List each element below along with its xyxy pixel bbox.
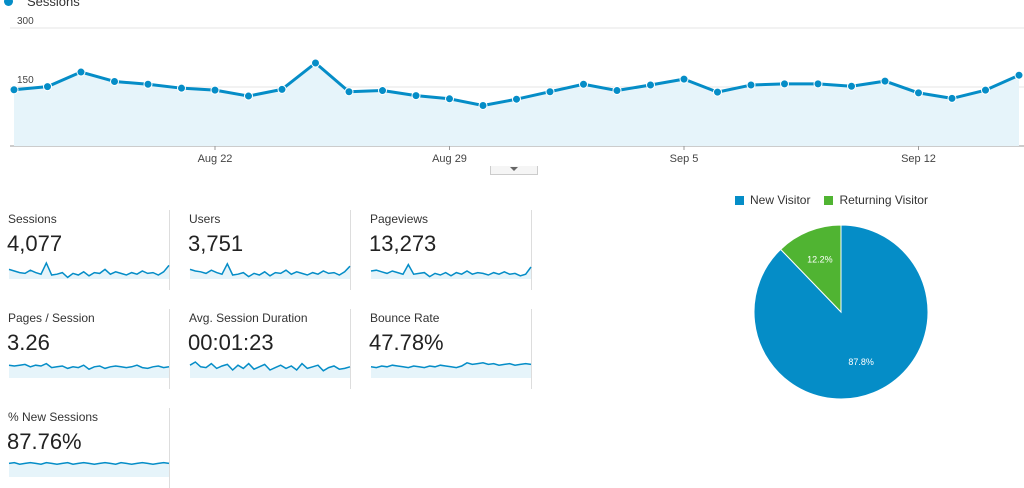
metric-label: Users [189, 212, 221, 226]
metric-value: 13,273 [369, 231, 437, 256]
pie-slice-label: 12.2% [807, 255, 833, 265]
returning-visitor-swatch [824, 195, 834, 205]
data-point[interactable] [813, 79, 823, 89]
sparkline-line [370, 263, 532, 278]
metric-value: 47.78% [369, 330, 444, 355]
metric-label: Sessions [8, 212, 57, 226]
sessions-legend[interactable]: Sessions [4, 0, 80, 9]
sessions-area-fill [14, 63, 1019, 146]
sparkline-line [189, 361, 351, 372]
data-point[interactable] [411, 91, 421, 101]
y-tick-label: 150 [17, 75, 34, 86]
pie-legend: New Visitor Returning Visitor [735, 193, 942, 207]
sessions-line-chart[interactable]: Aug 22 Aug 29 Sep 5 Sep 12 300 150 [0, 0, 1024, 166]
data-point[interactable] [244, 91, 253, 101]
metric-value: 3.26 [7, 330, 50, 355]
sessions-legend-label: Sessions [27, 0, 80, 9]
data-point[interactable] [445, 94, 454, 104]
pie-slice-returning-visitor[interactable] [779, 224, 842, 314]
metric-bounce-rate[interactable]: Bounce Rate 47.78% [362, 309, 532, 389]
metric-sparkline [370, 263, 532, 279]
data-point[interactable] [76, 67, 86, 77]
metric-value: 3,751 [188, 231, 244, 256]
sparkline-line [8, 362, 170, 371]
metric-pageviews[interactable]: Pageviews 13,273 [362, 210, 532, 290]
visitor-pie-chart[interactable]: 87.8% 12.2% [740, 215, 940, 405]
sparkline-fill [190, 263, 350, 279]
x-tick-label: Sep 5 [670, 153, 699, 165]
sparkline-line [8, 261, 170, 279]
sparkline-fill [371, 362, 531, 378]
metric-sparkline [370, 361, 532, 378]
data-point[interactable] [9, 85, 19, 95]
data-point[interactable] [311, 58, 320, 68]
data-point[interactable] [210, 85, 220, 95]
sparkline-fill [9, 462, 169, 477]
metric-sparkline [189, 361, 351, 378]
collapse-chart-handle[interactable] [490, 166, 538, 175]
metric-sparkline [189, 262, 351, 279]
data-point[interactable] [110, 76, 119, 86]
data-point[interactable] [679, 74, 689, 84]
metric-users[interactable]: Users 3,751 [181, 210, 351, 290]
data-point[interactable] [914, 88, 923, 98]
sparkline-line [370, 361, 532, 369]
metric-sparkline [8, 261, 170, 279]
y-tick-label: 300 [17, 16, 34, 27]
pie-legend-returning-visitor[interactable]: Returning Visitor [824, 193, 928, 207]
pie-legend-new-visitor[interactable]: New Visitor [735, 193, 810, 207]
data-point[interactable] [780, 79, 789, 89]
pie-legend-label: New Visitor [750, 193, 811, 207]
data-point[interactable] [143, 79, 153, 89]
x-tick-label: Aug 22 [198, 153, 233, 165]
metric-value: 00:01:23 [188, 330, 274, 355]
metric-sparkline [8, 362, 170, 378]
data-point[interactable] [545, 87, 555, 97]
metric-value: 87.76% [7, 429, 82, 454]
data-point[interactable] [579, 79, 588, 89]
data-point[interactable] [43, 82, 52, 92]
metric-label: Avg. Session Duration [189, 311, 308, 325]
data-point[interactable] [277, 84, 287, 94]
metric-label: Pageviews [370, 212, 429, 226]
metric-new-sessions[interactable]: % New Sessions 87.76% [0, 408, 170, 488]
data-point[interactable] [847, 81, 856, 91]
metric-sessions[interactable]: Sessions 4,077 [0, 210, 170, 290]
data-point[interactable] [1014, 70, 1024, 80]
data-point[interactable] [746, 80, 756, 90]
data-point[interactable] [478, 100, 488, 110]
metric-label: Pages / Session [8, 311, 95, 325]
data-point[interactable] [646, 80, 655, 90]
sparkline-line [189, 262, 351, 278]
metric-label: % New Sessions [8, 410, 99, 424]
x-tick-label: Sep 12 [901, 153, 936, 165]
metric-pages-per-session[interactable]: Pages / Session 3.26 [0, 309, 170, 389]
metric-value: 4,077 [7, 231, 63, 256]
metric-avg-session-duration[interactable]: Avg. Session Duration 00:01:23 [181, 309, 351, 389]
metric-sparkline [8, 461, 170, 477]
data-point[interactable] [713, 87, 722, 97]
data-point[interactable] [947, 93, 957, 103]
pie-legend-label: Returning Visitor [839, 193, 928, 207]
sessions-legend-dot [4, 0, 13, 6]
data-point[interactable] [612, 86, 622, 96]
new-visitor-swatch [735, 195, 744, 205]
data-point[interactable] [378, 86, 387, 96]
sparkline-fill [371, 264, 531, 279]
metric-label: Bounce Rate [370, 311, 440, 325]
pie-slice-label: 87.8% [848, 357, 874, 367]
x-tick-label: Aug 29 [432, 153, 467, 165]
data-point[interactable] [344, 87, 354, 97]
sparkline-fill [9, 263, 169, 279]
data-point[interactable] [177, 83, 186, 93]
data-point[interactable] [880, 76, 890, 86]
data-point[interactable] [981, 85, 990, 95]
data-point[interactable] [512, 94, 521, 104]
